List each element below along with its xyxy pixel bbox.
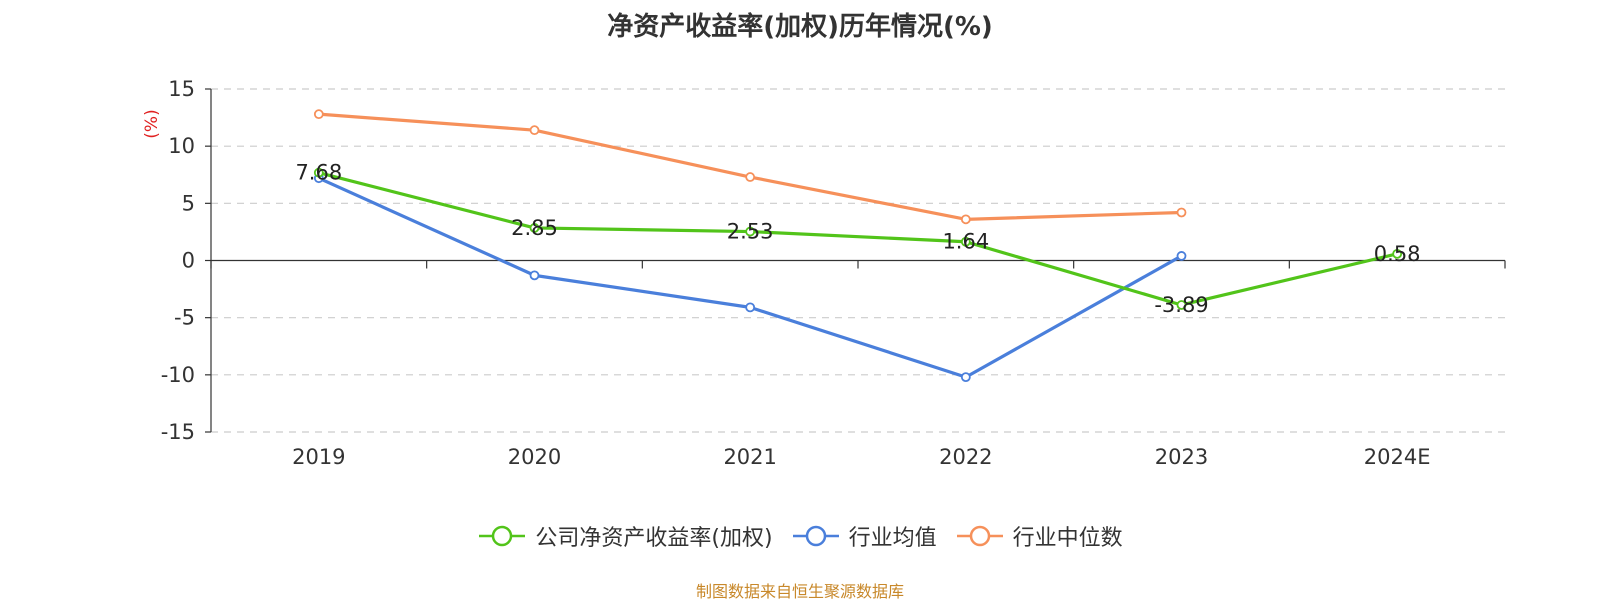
data-point-1 — [745, 302, 756, 313]
y-tick-label: 15 — [168, 77, 195, 101]
data-point-0 — [313, 167, 324, 178]
data-point-0 — [1392, 248, 1403, 259]
y-axis-label: (%) — [142, 109, 162, 138]
x-tick-label: 2021 — [723, 445, 776, 469]
data-point-0 — [960, 236, 971, 247]
data-point-0 — [1176, 300, 1187, 310]
x-tick-label: 2024E — [1364, 445, 1431, 469]
y-tick-label: -5 — [174, 306, 195, 330]
legend-swatch-icon — [479, 525, 526, 547]
y-tick-label: -10 — [161, 363, 195, 387]
y-tick-label: 10 — [168, 134, 195, 158]
data-point-2 — [745, 172, 756, 182]
data-label: 7.68 — [295, 161, 342, 185]
y-tick-label: 0 — [182, 249, 195, 273]
data-point-1 — [960, 372, 971, 383]
data-label: 2.85 — [511, 216, 558, 240]
legend-label: 行业中位数 — [1012, 526, 1123, 551]
legend-item-1[interactable]: 行业均值 — [791, 520, 937, 552]
data-point-2 — [529, 125, 540, 136]
legend-label: 行业均值 — [848, 526, 937, 551]
legend-swatch-icon — [956, 525, 1003, 547]
legend-swatch-icon — [792, 525, 839, 547]
y-tick-label: -15 — [161, 420, 195, 444]
x-tick-label: 2020 — [508, 445, 561, 469]
data-label: 2.53 — [727, 220, 774, 244]
data-point-0 — [745, 226, 756, 237]
y-tick-label: 5 — [182, 191, 195, 215]
legend-label: 公司净资产收益率(加权) — [535, 526, 773, 551]
legend-item-2[interactable]: 行业中位数 — [955, 520, 1123, 552]
chart-title: 净资产收益率(加权)历年情况(%) — [607, 12, 993, 42]
data-label: 0.58 — [1374, 242, 1421, 266]
series-group — [313, 109, 1403, 383]
data-label: 1.64 — [942, 230, 989, 254]
legend-item-0[interactable]: 公司净资产收益率(加权) — [477, 520, 773, 552]
axes: 15 10 5 0 -5 -10 -15 2019 2020 2021 2022 2023 2024E — [161, 77, 1506, 469]
series-line-0 — [318, 171, 1398, 307]
data-label: -3.89 — [1154, 293, 1208, 317]
data-point-2 — [960, 214, 971, 225]
data-point-0 — [529, 223, 540, 233]
x-tick-label: 2023 — [1155, 445, 1208, 469]
series-line-1 — [318, 176, 1183, 379]
x-tick-label: 2019 — [292, 445, 345, 469]
legend: 公司净资产收益率(加权) 行业均值 行业中位数 — [0, 520, 1600, 552]
data-labels: 7.68 2.85 2.53 1.64 -3.89 0.58 — [295, 161, 1420, 317]
data-point-1 — [1176, 251, 1187, 261]
footer-source: 制图数据来自恒生聚源数据库 — [695, 582, 904, 601]
x-tick-label: 2022 — [939, 445, 992, 469]
data-point-2 — [313, 109, 324, 120]
data-point-1 — [529, 270, 540, 281]
data-point-2 — [1176, 207, 1187, 218]
